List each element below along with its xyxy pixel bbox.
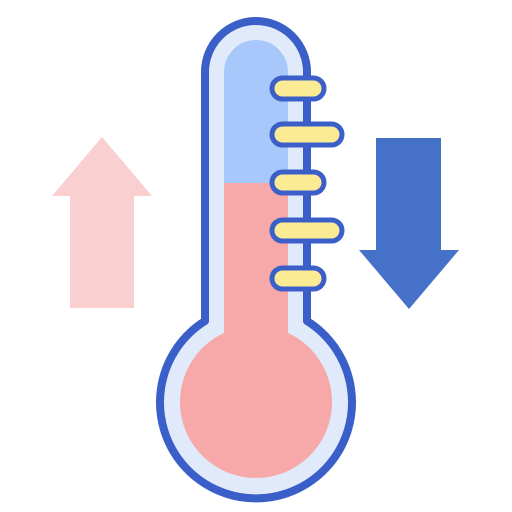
thermometer-hot-section — [179, 183, 332, 478]
thermometer-icon — [156, 17, 356, 503]
scale-tick-fill — [269, 121, 345, 148]
up-arrow-icon — [52, 137, 152, 308]
scale-tick-fill — [269, 265, 327, 292]
scale-tick-fill — [269, 169, 327, 196]
scale-tick-fill — [269, 217, 345, 244]
down-arrow-icon — [359, 138, 459, 309]
thermometer-cold-section — [224, 40, 288, 183]
scale-tick-fill — [269, 75, 327, 102]
